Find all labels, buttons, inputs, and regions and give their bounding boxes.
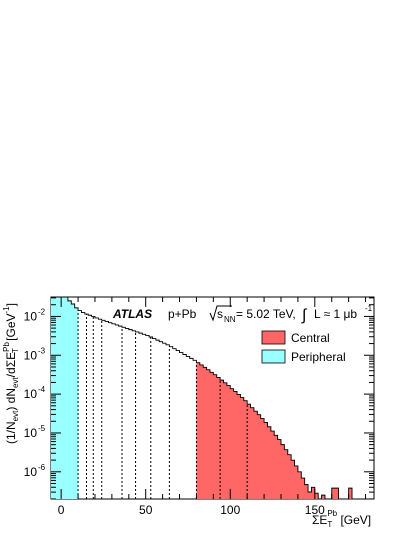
histogram-bin xyxy=(74,307,79,499)
histogram-bin xyxy=(203,367,207,499)
svg-text:NN: NN xyxy=(224,315,236,324)
histogram-bin xyxy=(257,414,261,499)
svg-text:s: s xyxy=(217,307,223,321)
histogram-bin xyxy=(67,300,72,499)
y-tick-label: 10 xyxy=(24,309,38,323)
histogram-bin xyxy=(243,400,248,499)
histogram-bin xyxy=(280,444,285,499)
histogram-bin xyxy=(71,303,75,499)
histogram-bin xyxy=(196,362,201,499)
histogram-bin xyxy=(199,364,204,499)
histogram-outline xyxy=(51,296,373,500)
y-tick-label: 10 xyxy=(24,348,38,362)
legend-label-peripheral: Peripheral xyxy=(291,350,346,364)
legend-label-central: Central xyxy=(291,331,330,345)
y-tick-exponent: -2 xyxy=(38,307,46,316)
histogram-bin xyxy=(335,488,339,499)
histogram-bin xyxy=(287,454,292,499)
histogram-bin xyxy=(304,484,309,499)
luminosity-label: ∫ L ≈ 1 μb -1 xyxy=(301,304,373,324)
y-tick-labels: 10-210-310-410-510-6 xyxy=(24,307,46,478)
energy-label: s NN = 5.02 TeV, xyxy=(209,305,296,324)
centrality-edges xyxy=(77,310,248,499)
histogram-bin xyxy=(264,422,268,499)
y-tick-exponent: -3 xyxy=(38,346,46,355)
histogram-bin xyxy=(274,435,278,499)
x-tick-label: 100 xyxy=(220,503,240,517)
axis-ticks xyxy=(51,297,374,500)
histogram-bin xyxy=(213,374,218,499)
histogram-bin xyxy=(240,397,245,499)
histogram-bin xyxy=(247,404,251,499)
histogram-bin xyxy=(321,495,326,499)
histogram-bin xyxy=(308,492,312,499)
x-axis-title: ΣETPb [GeV] xyxy=(312,509,371,529)
histogram-bin xyxy=(284,449,289,499)
histogram-bin xyxy=(206,369,211,499)
histogram-bin xyxy=(291,460,295,499)
y-axis-title: (1/Nevt) dNevt/dΣEPbT [GeV-1] xyxy=(2,303,20,444)
histogram-bin xyxy=(250,407,255,499)
histogram-bin xyxy=(230,388,234,499)
histogram-line xyxy=(51,296,373,500)
histogram-bin xyxy=(331,488,336,499)
histogram-bin xyxy=(237,394,241,499)
histogram-bin xyxy=(277,439,282,499)
histogram-bin xyxy=(216,377,221,499)
y-tick-exponent: -6 xyxy=(38,463,46,472)
histogram-bin xyxy=(226,385,231,499)
histogram-bin xyxy=(233,391,238,499)
histogram-bin xyxy=(64,297,69,499)
histogram-bin xyxy=(220,380,224,499)
histogram-fills xyxy=(51,297,353,499)
y-tick-exponent: -4 xyxy=(38,385,46,394)
y-tick-exponent: -5 xyxy=(38,424,46,433)
integral-sign: ∫ xyxy=(301,307,308,324)
histogram-bin xyxy=(54,297,59,499)
histogram-bin xyxy=(267,426,272,499)
x-tick-label: 50 xyxy=(139,503,153,517)
histogram-bin xyxy=(314,493,319,499)
histogram-bin xyxy=(61,297,65,499)
y-tick-label: 10 xyxy=(24,387,38,401)
x-tick-label: 150 xyxy=(305,503,325,517)
y-tick-label: 10 xyxy=(24,465,38,479)
svg-text:= 5.02 TeV,: = 5.02 TeV, xyxy=(236,307,296,321)
x-tick-label: 0 xyxy=(58,503,65,517)
legend-swatch-peripheral xyxy=(261,349,286,364)
histogram-bin xyxy=(270,431,275,499)
legend-swatch-central xyxy=(261,330,286,345)
svg-text:L ≈ 1 μb: L ≈ 1 μb xyxy=(314,307,357,321)
svg-text:-1: -1 xyxy=(365,304,373,313)
histogram-bin xyxy=(348,488,353,499)
system-label: p+Pb xyxy=(168,307,197,321)
histogram-bin xyxy=(260,418,265,499)
atlas-label: ATLAS xyxy=(112,307,152,321)
y-tick-label: 10 xyxy=(24,426,38,440)
histogram-bin xyxy=(294,465,299,499)
x-tick-labels: 0 50 100 150 xyxy=(58,503,325,517)
histogram-bin xyxy=(223,382,228,499)
histogram-bin xyxy=(209,372,214,499)
histogram-bin xyxy=(253,411,258,499)
histogram-bin xyxy=(297,471,302,499)
legend: Central Peripheral xyxy=(261,330,346,364)
histogram-bin xyxy=(301,478,305,499)
histogram-bin xyxy=(311,487,316,499)
histogram-bin xyxy=(57,297,62,499)
